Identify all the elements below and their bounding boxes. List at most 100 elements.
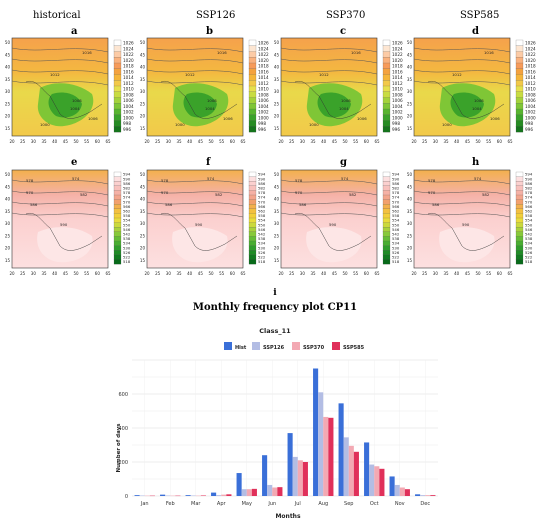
colorbar-label: 570	[525, 199, 533, 204]
colorbar-label: 586	[258, 181, 266, 186]
colorbar-label: 1010	[392, 87, 403, 92]
map-x-tick: 55	[353, 139, 359, 144]
map-y-tick: 30	[407, 89, 413, 94]
map-x-tick: 20	[144, 139, 150, 144]
colorbar-label: 1000	[392, 115, 403, 120]
colorbar-swatch	[515, 62, 524, 70]
map-y-tick: 30	[274, 89, 280, 94]
colorbar-swatch	[248, 185, 257, 191]
colorbar-swatch	[113, 194, 122, 200]
y-tick-label: 0	[125, 494, 128, 500]
contour-label: 578	[428, 178, 436, 183]
bar-ssp126-aug	[318, 392, 324, 496]
map-y-tick: 40	[140, 197, 146, 202]
map-x-tick: 45	[332, 271, 338, 276]
map-y-tick: 15	[274, 258, 280, 263]
colorbar-label: 538	[258, 236, 266, 241]
colorbar-swatch	[382, 236, 391, 242]
slp-map-panel-2: 1016 1012 1008 1004 1000 1006 20 25 30 35 40 45 50 55…	[274, 37, 403, 144]
map-x-tick: 35	[310, 271, 316, 276]
figure-title: Monthly frequency plot CP11	[192, 302, 358, 313]
map-y-tick: 45	[274, 52, 280, 57]
colorbar-label: 550	[525, 222, 533, 227]
colorbar-swatch	[248, 45, 257, 52]
colorbar-swatch	[515, 57, 524, 64]
map-x-tick: 40	[52, 139, 58, 144]
map-y-tick: 15	[407, 258, 413, 263]
colorbar-swatch	[382, 126, 391, 133]
column-heading-ssp126: SSP126	[196, 10, 236, 21]
contour-line	[146, 58, 244, 64]
colorbar-label: 578	[123, 190, 131, 195]
map-x-tick: 35	[310, 139, 316, 144]
colorbar-label: 1022	[525, 52, 536, 57]
bar-ssp585-jul	[302, 462, 308, 496]
colorbar-swatch	[515, 236, 524, 242]
bar-ssp585-nov	[404, 489, 410, 496]
chart-legend: Hist SSP126 SSP370 SSP585	[224, 342, 365, 351]
colorbar-swatch	[248, 39, 257, 47]
colorbar-swatch	[515, 213, 524, 219]
map-y-tick: 20	[140, 114, 146, 119]
map-y-tick: 35	[5, 77, 11, 82]
map-x-tick: 45	[198, 139, 204, 144]
map-y-tick: 25	[407, 233, 413, 238]
coastline	[294, 80, 372, 119]
map-y-tick: 35	[407, 77, 413, 82]
colorbar-label: 1012	[258, 81, 269, 86]
colorbar-swatch	[515, 204, 524, 210]
x-tick-label: Jan	[140, 501, 149, 507]
contour-line	[11, 58, 109, 64]
colorbar-swatch	[113, 45, 122, 52]
colorbar-swatch	[113, 240, 122, 246]
colorbar-swatch	[382, 176, 391, 182]
map-y-tick: 35	[274, 77, 280, 82]
low-pressure-core	[450, 92, 484, 118]
x-tick-labels: Jan Feb Mar Apr May Jun Jul Aug Sep Oct Nov Dec	[140, 501, 430, 507]
map-x-tick: 45	[63, 271, 69, 276]
x-tick-label: Apr	[217, 501, 227, 507]
colorbar-swatch	[515, 51, 524, 58]
x-tick-label: Mar	[191, 501, 201, 507]
colorbar-label: 998	[123, 121, 131, 126]
colorbar-swatch	[515, 103, 524, 110]
contour-line	[146, 80, 244, 86]
colorbar-swatch	[248, 254, 257, 260]
colorbar-swatch	[515, 217, 524, 223]
colorbar-label: 574	[258, 195, 266, 200]
colorbar-label: 554	[123, 218, 131, 223]
colorbar-label: 562	[258, 208, 266, 213]
contour-label: 574	[341, 176, 349, 181]
map-x-tick: 45	[63, 139, 69, 144]
colorbar-label: 558	[123, 213, 131, 218]
colorbar-label: 1014	[258, 75, 269, 80]
colorbar-swatch	[515, 80, 524, 87]
map-y-tick: 35	[407, 209, 413, 214]
bar-hist-jun	[262, 455, 268, 496]
contour-line	[11, 179, 109, 185]
bar-ssp585-dec	[430, 495, 436, 496]
colorbar-swatch	[248, 62, 257, 70]
bar-ssp126-apr	[216, 495, 222, 496]
colorbar-swatch	[113, 245, 122, 251]
contour-label: 1008	[474, 98, 484, 103]
colorbar-label: 1002	[392, 110, 403, 115]
colorbar-label: 590	[392, 176, 400, 181]
map-y-tick: 45	[274, 184, 280, 189]
colorbar-label: 1024	[392, 46, 403, 51]
map-x-tick: 55	[219, 139, 225, 144]
contour-line	[146, 47, 244, 53]
colorbar-swatch	[248, 222, 257, 228]
contour-label: 1012	[452, 72, 462, 77]
map-x-tick: 45	[332, 139, 338, 144]
map-x-tick: 40	[321, 139, 327, 144]
colorbar-swatch	[113, 62, 122, 70]
colorbar-swatch	[515, 181, 524, 187]
contour-line	[11, 212, 109, 218]
bar-ssp126-mar	[190, 495, 196, 496]
contour-label: 1000	[40, 122, 50, 127]
map-x-tick: 60	[95, 139, 101, 144]
contour-label: 578	[161, 178, 169, 183]
colorbar-swatch	[515, 259, 524, 265]
